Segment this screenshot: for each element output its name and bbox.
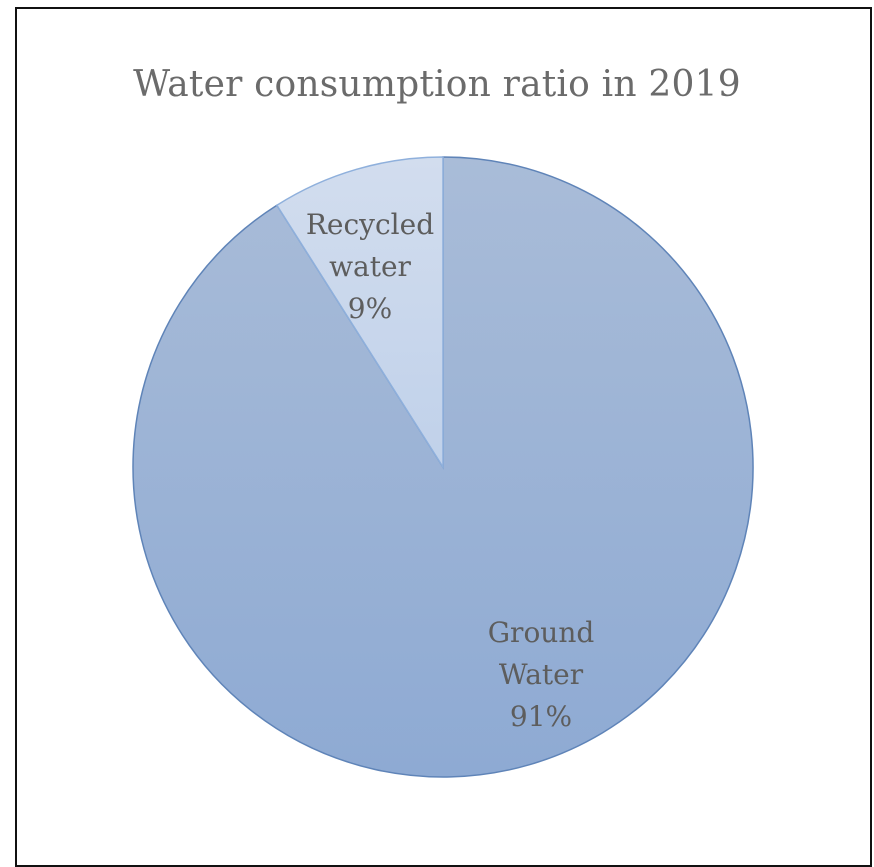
chart-title: Water consumption ratio in 2019 [133, 64, 741, 105]
pie-slice-recycled-water [275, 156, 444, 470]
pie-chart: Ground Water 91% Recycled water 9% [132, 156, 754, 778]
data-label-recycled-water-name: Recycled [306, 208, 434, 241]
data-label-ground-water-name: Ground [488, 616, 595, 649]
data-label-recycled-water-name: water [329, 250, 411, 283]
data-label-ground-water-name: Water [499, 658, 584, 691]
data-label-recycled-water-value: 9% [348, 292, 392, 325]
data-label-ground-water-value: 91% [510, 700, 572, 733]
